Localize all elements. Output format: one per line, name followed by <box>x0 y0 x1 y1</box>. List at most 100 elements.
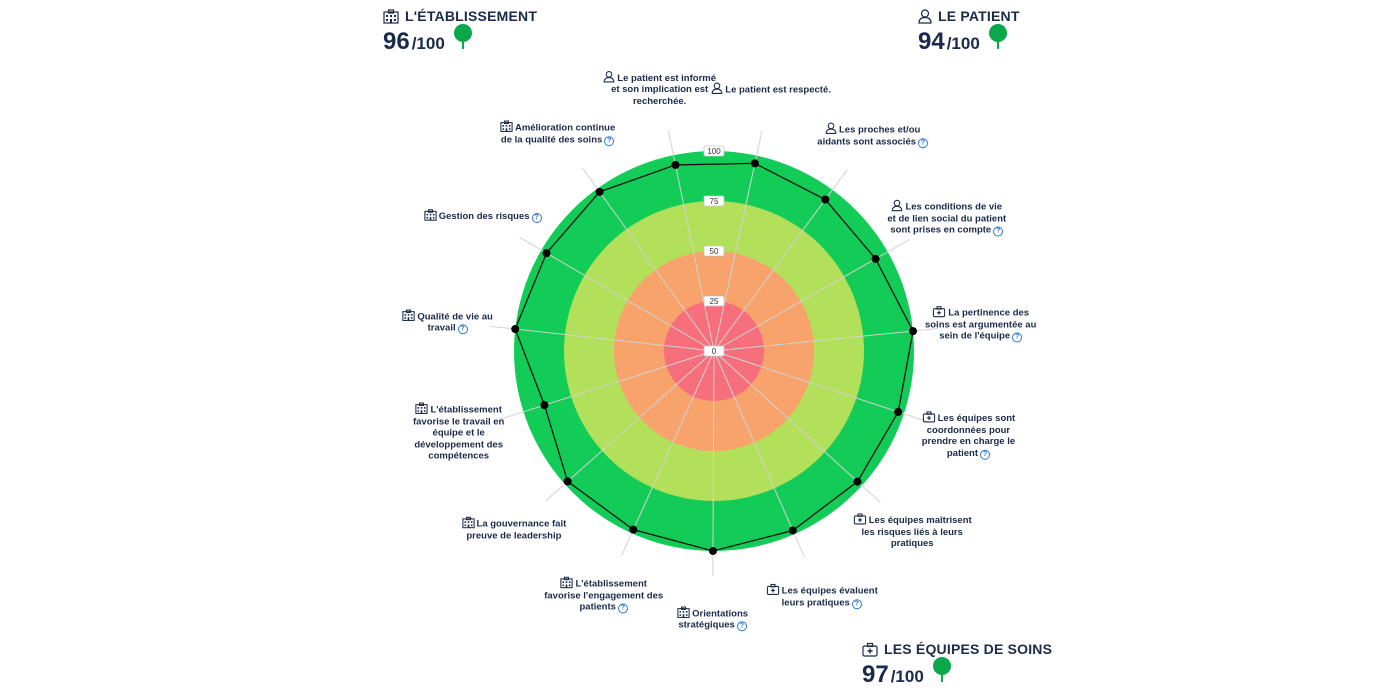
axis-label: L'établissement favorise l'engagement de… <box>544 577 664 614</box>
data-point[interactable] <box>542 249 551 258</box>
radar-spoke <box>713 350 805 558</box>
radar-ticks: 0 25 50 75 100 <box>703 145 725 357</box>
score-max: /100 <box>411 34 445 54</box>
axis-label: Les équipes maîtrisent les risques liés … <box>852 513 972 550</box>
axis-label: Le patient est respecté. <box>711 82 831 96</box>
axis-label-text: Les équipes évaluent leurs pratiques <box>781 585 878 609</box>
score-equipes: LES ÉQUIPES DE SOINS 97 /100 <box>862 641 1052 687</box>
data-point[interactable] <box>540 401 549 410</box>
axis-label: Gestion des risques? <box>423 209 543 223</box>
axis-label: L'établissement favorise le travail en é… <box>399 402 519 463</box>
building-icon <box>560 577 574 589</box>
help-icon[interactable]: ? <box>531 212 542 223</box>
score-number: 94 <box>918 28 945 55</box>
score-number: 96 <box>383 28 410 55</box>
radar-series <box>511 159 918 555</box>
building-icon <box>677 606 690 618</box>
axis-label-text: La pertinence des soins est argumentée a… <box>924 307 1037 342</box>
radar-spoke <box>519 237 715 352</box>
axis-label-text: Le patient est informé et son implicatio… <box>611 72 716 107</box>
axis-label-text: Les équipes sont coordonnées pour prendr… <box>921 412 1016 459</box>
score-title: LE PATIENT <box>938 8 1020 24</box>
medical-kit-icon <box>853 513 866 525</box>
person-icon <box>892 199 903 212</box>
score-title: L'ÉTABLISSEMENT <box>405 8 538 24</box>
axis-label-text: Les proches et/ou aidants sont associés <box>817 124 921 147</box>
score-etablissement: L'ÉTABLISSEMENT 96 /100 <box>383 8 537 54</box>
data-point[interactable] <box>671 160 680 169</box>
svg-text:100: 100 <box>707 147 721 156</box>
axis-label-text: Amélioration continue de la qualité des … <box>500 122 616 146</box>
svg-text:75: 75 <box>710 197 719 206</box>
help-icon[interactable]: ? <box>457 324 468 335</box>
tree-icon <box>453 24 472 49</box>
help-icon[interactable]: ? <box>604 136 615 147</box>
tree-icon <box>932 657 951 682</box>
radar-spoke <box>490 325 715 352</box>
data-point[interactable] <box>629 525 638 534</box>
tick-label: 25 <box>703 295 725 307</box>
help-icon[interactable]: ? <box>851 599 862 610</box>
data-point[interactable] <box>894 407 903 416</box>
score-max: /100 <box>890 667 924 687</box>
data-point[interactable] <box>788 526 797 535</box>
data-point[interactable] <box>821 195 830 204</box>
building-icon <box>402 309 415 321</box>
axis-label-text: Le patient est respecté. <box>725 84 831 96</box>
score-max: /100 <box>946 34 980 54</box>
data-point[interactable] <box>853 477 862 486</box>
medical-kit-icon <box>922 411 935 423</box>
help-icon[interactable]: ? <box>736 621 747 632</box>
building-icon <box>500 120 513 133</box>
person-icon <box>918 8 932 24</box>
medical-kit-icon <box>862 642 878 657</box>
building-icon <box>461 517 475 529</box>
data-point[interactable] <box>708 546 717 555</box>
data-point[interactable] <box>909 327 918 336</box>
score-title: LES ÉQUIPES DE SOINS <box>884 641 1053 657</box>
axis-label-text: Les équipes maîtrisent les risques liés … <box>861 515 972 550</box>
building-icon <box>415 402 429 415</box>
svg-text:50: 50 <box>710 247 719 256</box>
svg-text:25: 25 <box>710 297 719 306</box>
data-point[interactable] <box>511 325 520 334</box>
axis-label-text: Les conditions de vie et de lien social … <box>887 201 1007 236</box>
radar-spoke <box>713 350 928 423</box>
data-point[interactable] <box>595 187 604 196</box>
axis-label: Les équipes sont coordonnées pour prendr… <box>908 411 1028 460</box>
axis-label: Orientations stratégiques? <box>653 606 773 632</box>
score-number: 97 <box>862 661 889 688</box>
axis-label: Les équipes évaluent leurs pratiques? <box>762 584 882 610</box>
axis-label: Qualité de vie au travail? <box>388 309 508 335</box>
radar-spoke <box>713 350 881 503</box>
tick-label: 75 <box>703 195 725 207</box>
axis-label-text: Gestion des risques <box>438 210 530 222</box>
help-icon[interactable]: ? <box>918 137 929 148</box>
axis-label: Les conditions de vie et de lien social … <box>887 199 1007 237</box>
axis-label-text: Orientations stratégiques <box>678 608 749 631</box>
building-icon <box>383 8 399 24</box>
help-icon[interactable]: ? <box>1012 332 1023 343</box>
data-point[interactable] <box>871 254 880 263</box>
tick-label: 100 <box>703 145 725 157</box>
axis-label: La gouvernance fait preuve de leadership <box>454 517 574 542</box>
axis-label: Les proches et/ou aidants sont associés? <box>813 122 933 148</box>
axis-label-text: L'établissement favorise le travail en é… <box>412 404 505 462</box>
series-line <box>514 162 914 552</box>
radar-spoke <box>582 167 715 352</box>
axis-label-text: La gouvernance fait preuve de leadership <box>466 518 567 542</box>
radar-spokes <box>490 130 938 576</box>
axis-label-text: L'établissement favorise l'engagement de… <box>544 578 664 613</box>
medical-kit-icon <box>766 584 779 596</box>
help-icon[interactable]: ? <box>993 226 1004 237</box>
data-point[interactable] <box>563 477 572 486</box>
radar-spoke <box>712 350 715 576</box>
data-point[interactable] <box>750 159 759 168</box>
axis-label-text: Qualité de vie au travail <box>417 310 493 334</box>
help-icon[interactable]: ? <box>617 603 628 614</box>
radar-spoke <box>713 131 763 352</box>
person-icon <box>603 70 615 83</box>
help-icon[interactable]: ? <box>980 449 990 460</box>
radar-spoke <box>620 350 715 557</box>
